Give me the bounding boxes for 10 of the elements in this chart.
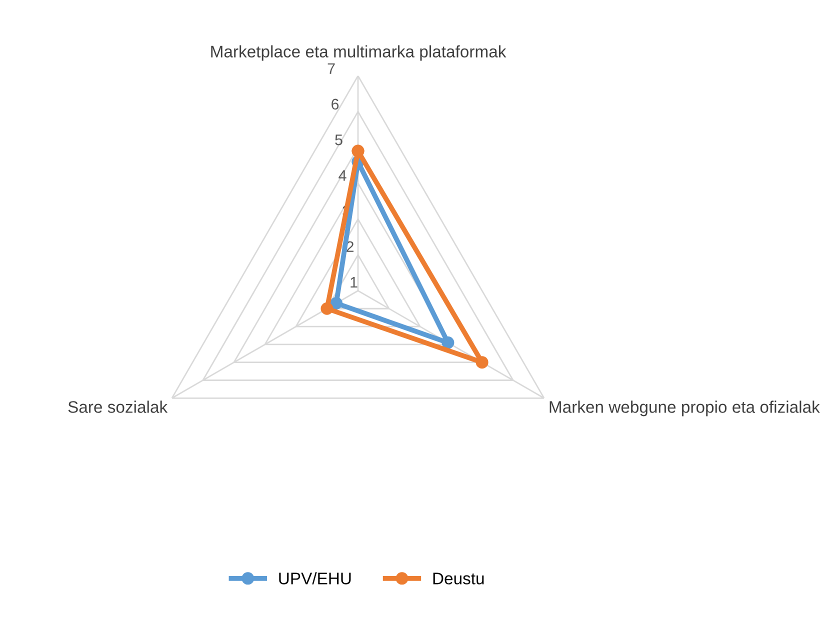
y-tick-label: 4 [338,170,346,181]
legend-label: Deustu [433,572,484,584]
spoke-label: Sare sozialak [68,400,168,413]
y-tick-label: 5 [335,134,342,146]
legend-label: UPV/EHU [279,572,351,584]
spoke-label: Marketplace eta multimarka plataformak [211,45,506,61]
spoke-label: Marken webgune propio eta ofizialak [550,400,820,416]
y-tick-label: 6 [332,98,339,110]
y-tick-label: 7 [328,63,335,74]
y-tick-label: 1 [350,277,358,288]
